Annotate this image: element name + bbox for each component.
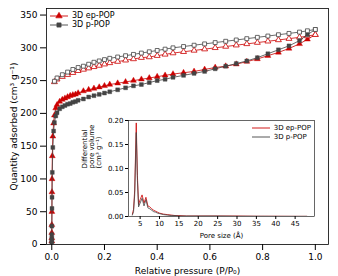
svg-text:0.20: 0.20	[108, 117, 124, 125]
svg-text:100: 100	[20, 174, 37, 184]
svg-text:Quantity adsorbed (cm³ g⁻¹): Quantity adsorbed (cm³ g⁻¹)	[9, 63, 19, 191]
svg-text:30: 30	[233, 220, 242, 228]
svg-text:0.0: 0.0	[45, 252, 60, 262]
svg-text:50: 50	[26, 207, 38, 217]
svg-text:350: 350	[20, 10, 37, 20]
svg-text:0.2: 0.2	[97, 252, 111, 262]
html-text:3D p-POP: 3D p-POP	[72, 20, 110, 29]
html-text:3D ep-POP: 3D ep-POP	[273, 123, 311, 132]
svg-text:0.05: 0.05	[108, 189, 124, 197]
svg-text:200: 200	[20, 108, 37, 118]
svg-text:35: 35	[252, 220, 261, 228]
svg-text:0.10: 0.10	[108, 165, 124, 173]
svg-text:15: 15	[174, 220, 183, 228]
svg-text:40: 40	[271, 220, 280, 228]
svg-text:150: 150	[20, 141, 37, 151]
svg-text:20: 20	[194, 220, 203, 228]
svg-text:1.0: 1.0	[308, 252, 323, 262]
svg-text:45: 45	[291, 220, 300, 228]
svg-text:Relative pressure (P/P₀): Relative pressure (P/P₀)	[135, 266, 240, 276]
svg-text:Pore size (Å): Pore size (Å)	[200, 231, 244, 240]
svg-text:0.6: 0.6	[203, 252, 218, 262]
svg-text:0.4: 0.4	[150, 252, 165, 262]
svg-text:0.00: 0.00	[108, 213, 124, 221]
svg-text:300: 300	[20, 43, 37, 53]
svg-text:0.8: 0.8	[255, 252, 270, 262]
svg-text:0.15: 0.15	[108, 141, 124, 149]
svg-text:Differentialpore volume(cm³ g⁻: Differentialpore volume(cm³ g⁻¹)	[81, 125, 103, 169]
svg-text:0: 0	[32, 239, 38, 249]
svg-text:250: 250	[20, 75, 37, 85]
svg-text:5: 5	[138, 220, 142, 228]
svg-text:25: 25	[213, 220, 222, 228]
html-text:3D p-POP: 3D p-POP	[273, 132, 307, 141]
svg-text:10: 10	[155, 220, 164, 228]
html-text:3D ep-POP: 3D ep-POP	[72, 11, 115, 20]
